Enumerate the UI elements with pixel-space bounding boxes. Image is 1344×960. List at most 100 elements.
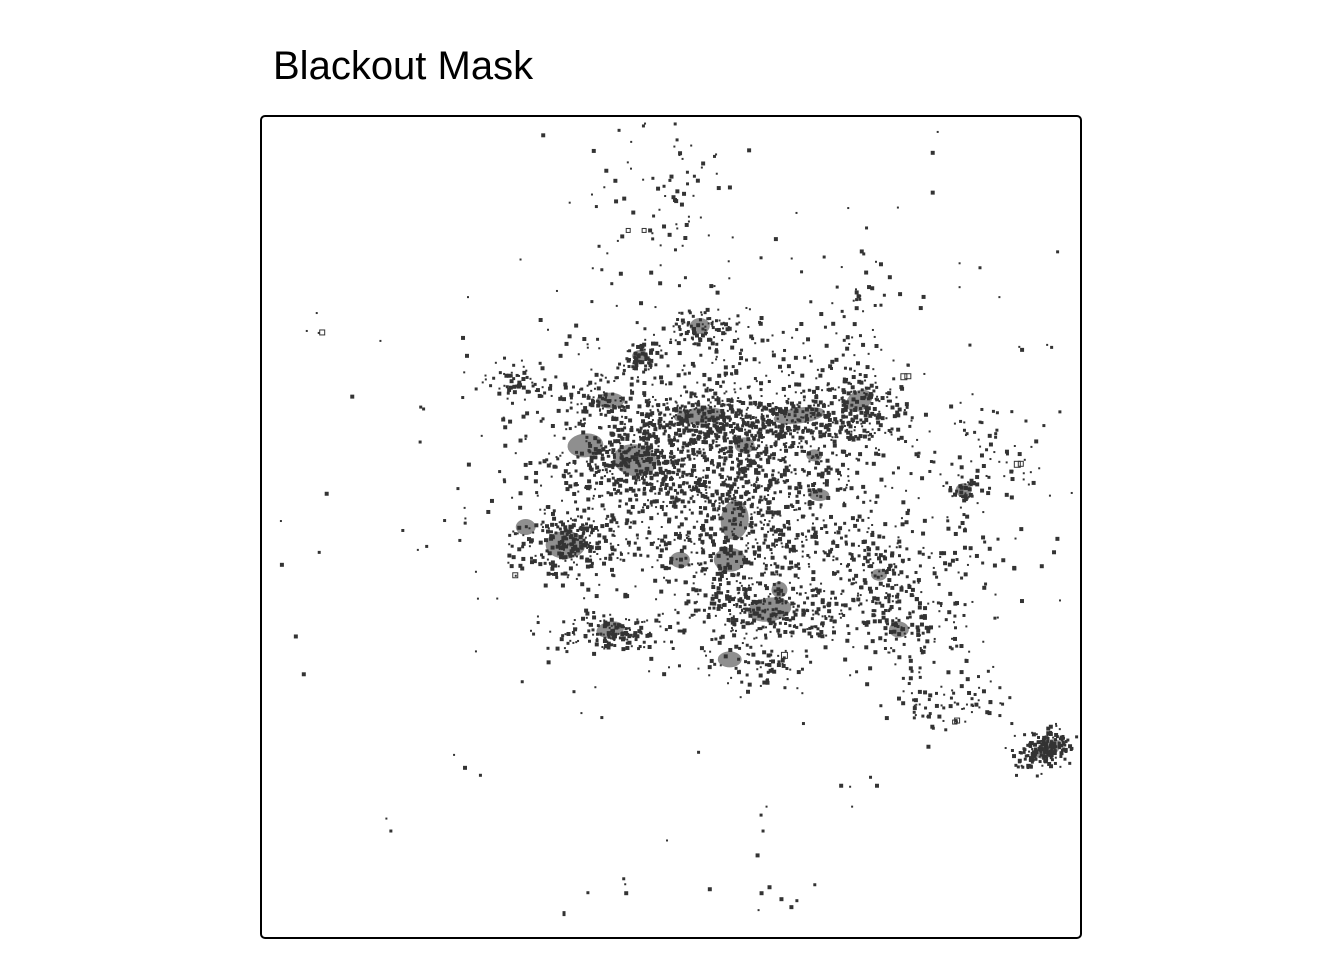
- blackout-patch: [703, 311, 707, 315]
- blackout-patch: [707, 417, 712, 422]
- blackout-patch: [684, 426, 689, 431]
- blackout-patch: [795, 592, 798, 595]
- blackout-patch: [922, 518, 927, 523]
- blackout-patch: [747, 542, 750, 545]
- blackout-patch: [733, 527, 736, 530]
- blackout-patch: [683, 321, 686, 324]
- blackout-patch: [695, 600, 698, 603]
- blackout-patch: [899, 385, 904, 390]
- blackout-patch: [728, 519, 732, 523]
- blackout-patch: [1034, 757, 1038, 761]
- blackout-patch: [740, 608, 743, 611]
- blackout-patch: [810, 617, 814, 621]
- blackout-patch: [722, 507, 727, 512]
- blackout-patch: [497, 391, 502, 396]
- blackout-patch: [717, 435, 721, 439]
- blackout-patch: [797, 445, 800, 448]
- blackout-patch: [863, 413, 868, 418]
- blackout-patch: [684, 409, 689, 414]
- blackout-patch: [813, 533, 817, 538]
- blackout-patch: [798, 435, 803, 440]
- blackout-patch: [631, 210, 636, 215]
- blackout-patch: [761, 421, 765, 425]
- blackout-patch: [721, 529, 725, 533]
- blackout-patch: [550, 566, 555, 571]
- blackout-patch: [625, 646, 630, 650]
- blackout-patch: [529, 629, 532, 632]
- blackout-patch: [764, 584, 768, 588]
- blackout-patch: [734, 522, 738, 526]
- blackout-patch: [840, 420, 845, 425]
- blackout-patch: [695, 395, 698, 398]
- blackout-patch: [727, 325, 730, 328]
- blackout-patch: [635, 451, 640, 456]
- blackout-patch: [814, 394, 818, 398]
- blackout-patch: [788, 581, 791, 584]
- blackout-patch: [714, 328, 718, 332]
- blackout-patch: [620, 404, 624, 408]
- blackout-patch: [871, 609, 875, 613]
- blackout-patch: [855, 298, 859, 302]
- blackout-patch: [594, 488, 597, 491]
- blackout-patch: [611, 415, 614, 418]
- blackout-patch: [631, 475, 636, 480]
- blackout-patch: [920, 476, 925, 481]
- blackout-patch: [764, 497, 768, 501]
- blackout-patch: [812, 588, 816, 592]
- blackout-patch: [808, 460, 811, 463]
- blackout-patch: [765, 678, 769, 682]
- blackout-patch: [743, 603, 747, 607]
- blackout-patch: [735, 603, 739, 607]
- blackout-patch: [682, 424, 685, 427]
- blackout-patch: [758, 431, 763, 436]
- blackout-patch: [1050, 748, 1054, 752]
- blackout-patch: [650, 504, 653, 507]
- blackout-patch: [690, 613, 694, 617]
- blackout-patch: [1015, 773, 1019, 777]
- blackout-patch: [861, 620, 865, 624]
- blackout-patch: [687, 410, 690, 413]
- blackout-patch: [653, 427, 658, 432]
- blackout-patch: [765, 414, 769, 418]
- blackout-patch: [728, 648, 733, 652]
- blackout-patch: [861, 484, 866, 489]
- blackout-patch: [663, 429, 667, 433]
- blackout-patch: [697, 490, 701, 494]
- blackout-patch: [773, 431, 776, 434]
- blackout-patch: [951, 637, 954, 640]
- blackout-patch: [1048, 745, 1052, 749]
- blackout-patch: [797, 507, 801, 511]
- blackout-patch: [625, 634, 628, 637]
- blackout-patch: [649, 489, 653, 493]
- blackout-patch: [788, 596, 792, 600]
- blackout-patch: [798, 442, 801, 445]
- blackout-patch: [636, 376, 639, 379]
- blackout-patch: [572, 561, 575, 564]
- blackout-patch: [796, 562, 800, 566]
- blackout-patch: [669, 556, 674, 561]
- blackout-patch: [772, 582, 776, 586]
- blackout-patch: [650, 423, 654, 427]
- blackout-patch: [722, 483, 726, 487]
- blackout-patch: [749, 622, 752, 625]
- blackout-patch: [693, 392, 697, 396]
- blackout-patch: [698, 430, 703, 435]
- blackout-patch: [861, 425, 864, 428]
- blackout-patch: [758, 581, 763, 586]
- blackout-patch: [839, 577, 843, 581]
- blackout-patch: [718, 319, 721, 322]
- blackout-patch: [741, 642, 744, 645]
- blackout-patch: [935, 575, 939, 579]
- blackout-patch: [969, 555, 972, 558]
- blackout-patch: [543, 583, 548, 588]
- blackout-patch: [780, 370, 783, 373]
- blackout-patch: [796, 418, 799, 421]
- blackout-patch: [847, 468, 850, 471]
- blackout-patch: [771, 525, 775, 529]
- blackout-patch: [753, 377, 757, 381]
- blackout-patch: [763, 571, 766, 574]
- blackout-patch: [628, 627, 631, 630]
- blackout-patch: [657, 445, 660, 448]
- blackout-patch: [567, 574, 570, 577]
- blackout-patch: [532, 531, 535, 534]
